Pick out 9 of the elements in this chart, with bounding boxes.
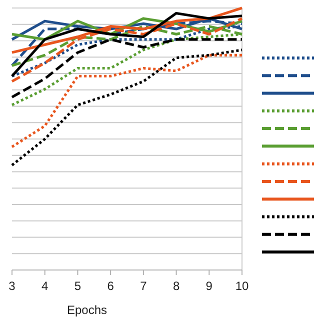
x-tick-label: 4 bbox=[42, 279, 49, 293]
x-tick-label: 7 bbox=[140, 279, 148, 293]
x-tick-label: 3 bbox=[8, 279, 16, 293]
x-axis-title: Epochs bbox=[66, 303, 108, 317]
x-tick-label: 5 bbox=[74, 279, 82, 293]
x-tick-label: 6 bbox=[107, 279, 114, 293]
x-tick-label: 8 bbox=[172, 279, 180, 293]
x-tick-label: 9 bbox=[206, 279, 213, 293]
x-tick-label: 10 bbox=[235, 279, 249, 293]
